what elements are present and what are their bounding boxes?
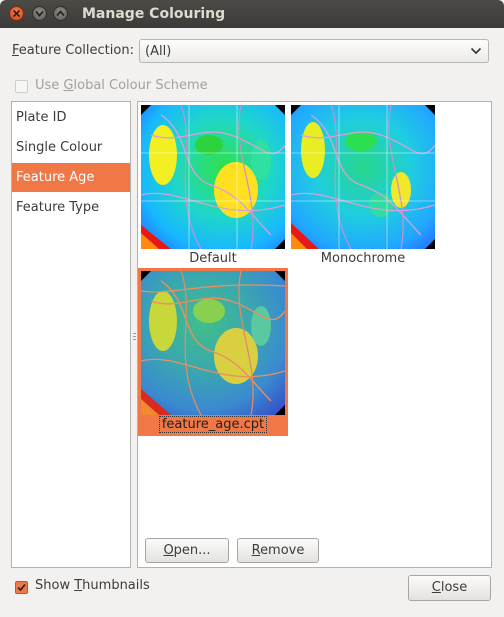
- feature-collection-combo[interactable]: (All): [139, 39, 489, 63]
- close-icon: [13, 10, 20, 17]
- list-item-feature-age[interactable]: Feature Age: [12, 163, 130, 192]
- use-global-scheme-label: Use Global Colour Scheme: [35, 78, 208, 93]
- palette-thumbnail-feature-age-cpt[interactable]: feature_age.cpt: [138, 268, 288, 436]
- list-item-feature-type[interactable]: Feature Type: [12, 193, 130, 222]
- feature-collection-value: (All): [145, 44, 172, 59]
- show-thumbnails-label: Show Thumbnails: [35, 578, 150, 593]
- close-window-button[interactable]: [9, 6, 24, 21]
- use-global-scheme-checkbox[interactable]: [15, 80, 28, 93]
- list-item-label: Feature Age: [16, 170, 95, 185]
- chevron-up-icon: [56, 10, 65, 16]
- chevron-down-icon: [470, 47, 482, 55]
- palette-thumbnail-monochrome[interactable]: Monochrome: [288, 102, 438, 270]
- remove-button[interactable]: Remove: [237, 538, 319, 563]
- colouring-mode-list[interactable]: Plate ID Single Colour Feature Age Featu…: [11, 101, 131, 568]
- close-button[interactable]: Close: [408, 575, 491, 601]
- palette-caption: feature_age.cpt: [138, 416, 288, 433]
- title-bar[interactable]: Manage Colouring: [0, 0, 504, 28]
- maximize-window-button[interactable]: [53, 6, 68, 21]
- checkmark-icon: [17, 583, 26, 592]
- list-item-label: Feature Type: [16, 200, 100, 215]
- globe-preview-image: [141, 105, 285, 249]
- list-item-label: Single Colour: [16, 140, 103, 155]
- list-item-plate-id[interactable]: Plate ID: [12, 103, 130, 132]
- window-title: Manage Colouring: [82, 6, 226, 22]
- open-button[interactable]: Open...: [145, 538, 229, 563]
- feature-collection-label: Feature Collection:: [12, 43, 134, 58]
- palette-thumbnail-default[interactable]: Default: [138, 102, 288, 270]
- globe-preview-image: [141, 271, 285, 415]
- minimize-window-button[interactable]: [32, 6, 47, 21]
- palette-caption: Monochrome: [320, 251, 406, 266]
- chevron-down-icon: [35, 11, 44, 17]
- palette-thumbnail-area[interactable]: Default: [137, 101, 492, 568]
- list-item-single-colour[interactable]: Single Colour: [12, 133, 130, 162]
- globe-preview-image: [291, 105, 435, 249]
- palette-caption: Default: [189, 251, 237, 266]
- splitter-handle[interactable]: [133, 333, 136, 341]
- list-item-label: Plate ID: [16, 110, 67, 125]
- show-thumbnails-checkbox[interactable]: [15, 581, 28, 594]
